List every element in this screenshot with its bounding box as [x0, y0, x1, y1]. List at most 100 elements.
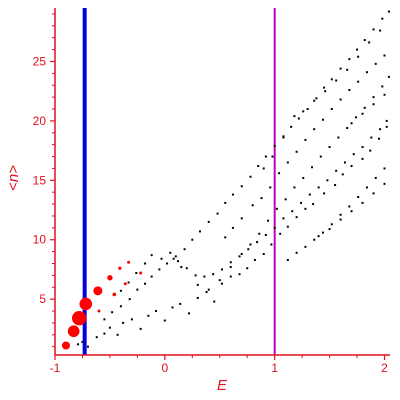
data-point — [361, 112, 364, 115]
data-point — [304, 207, 307, 210]
data-point — [295, 251, 298, 254]
highlight-point — [79, 297, 93, 311]
data-point — [387, 75, 390, 78]
data-point — [370, 136, 373, 139]
data-point — [348, 205, 351, 208]
data-point — [361, 201, 364, 204]
y-tick-label: 20 — [33, 114, 47, 128]
data-point — [372, 192, 375, 195]
highlight-point — [123, 282, 127, 286]
data-point — [357, 55, 360, 58]
data-point — [196, 296, 199, 299]
data-point — [278, 172, 281, 175]
data-point — [286, 161, 289, 164]
data-point — [304, 138, 307, 141]
data-point — [383, 167, 386, 170]
data-point — [240, 185, 243, 188]
highlight-point — [71, 310, 87, 326]
data-point — [216, 212, 219, 215]
data-point — [150, 275, 153, 278]
data-point — [103, 318, 106, 321]
highlight-point — [67, 325, 80, 338]
data-point — [194, 274, 197, 277]
data-point — [282, 217, 285, 220]
data-point — [205, 291, 208, 294]
x-tick-label: 2 — [381, 361, 388, 375]
data-point — [350, 210, 353, 213]
data-point — [282, 135, 285, 138]
data-point — [196, 283, 199, 286]
data-point — [260, 197, 263, 200]
data-point — [238, 255, 241, 258]
data-point — [262, 167, 265, 170]
data-point — [155, 310, 158, 313]
data-point — [150, 254, 153, 257]
data-point — [77, 343, 80, 346]
data-point — [387, 10, 390, 13]
data-point — [108, 326, 111, 329]
data-point — [218, 279, 221, 282]
data-point — [269, 186, 272, 189]
data-point — [313, 238, 316, 241]
data-point — [253, 258, 256, 261]
data-point — [177, 260, 180, 263]
data-point — [198, 230, 201, 233]
data-point — [361, 157, 364, 160]
data-point — [352, 153, 355, 156]
data-point — [302, 176, 305, 179]
data-point — [317, 235, 320, 238]
data-point — [224, 201, 227, 204]
data-point — [188, 312, 190, 315]
data-point — [119, 305, 122, 308]
data-point — [264, 155, 267, 158]
data-point — [111, 311, 114, 314]
data-point — [122, 321, 125, 324]
data-point — [103, 332, 106, 335]
data-point — [136, 288, 139, 291]
data-point — [231, 226, 234, 229]
data-point — [144, 262, 147, 265]
data-point — [207, 220, 210, 223]
data-point — [273, 144, 276, 147]
x-tick-label: -1 — [50, 361, 61, 375]
data-point — [372, 103, 375, 106]
data-point — [279, 232, 282, 235]
data-point — [313, 128, 316, 131]
y-tick-label: 10 — [33, 233, 47, 247]
data-point — [267, 219, 270, 222]
data-point — [191, 238, 194, 241]
data-point — [348, 58, 351, 61]
data-point — [361, 146, 364, 149]
data-point — [135, 272, 138, 275]
data-point — [293, 115, 296, 118]
data-point — [323, 192, 326, 195]
data-point — [256, 241, 259, 244]
data-point — [334, 184, 337, 187]
data-point — [341, 173, 344, 176]
data-point — [119, 289, 122, 292]
y-tick-label: 5 — [39, 292, 46, 306]
data-point — [379, 128, 382, 131]
data-point — [357, 195, 360, 198]
data-point — [335, 169, 338, 172]
data-point — [328, 146, 331, 149]
highlight-point — [127, 260, 131, 264]
data-point — [166, 262, 169, 265]
data-point — [158, 268, 161, 271]
data-point — [169, 251, 172, 254]
data-point — [247, 248, 250, 251]
data-points — [61, 10, 390, 350]
data-point — [350, 165, 353, 168]
data-point — [127, 281, 130, 284]
data-point — [229, 275, 232, 278]
data-point — [323, 86, 326, 89]
data-point — [322, 231, 324, 234]
data-point — [273, 226, 276, 229]
data-point — [81, 340, 84, 343]
data-point — [312, 203, 315, 206]
data-point — [357, 80, 360, 83]
data-point — [270, 243, 273, 246]
data-point — [302, 110, 305, 113]
highlight-point — [112, 292, 117, 297]
data-point — [350, 122, 353, 125]
